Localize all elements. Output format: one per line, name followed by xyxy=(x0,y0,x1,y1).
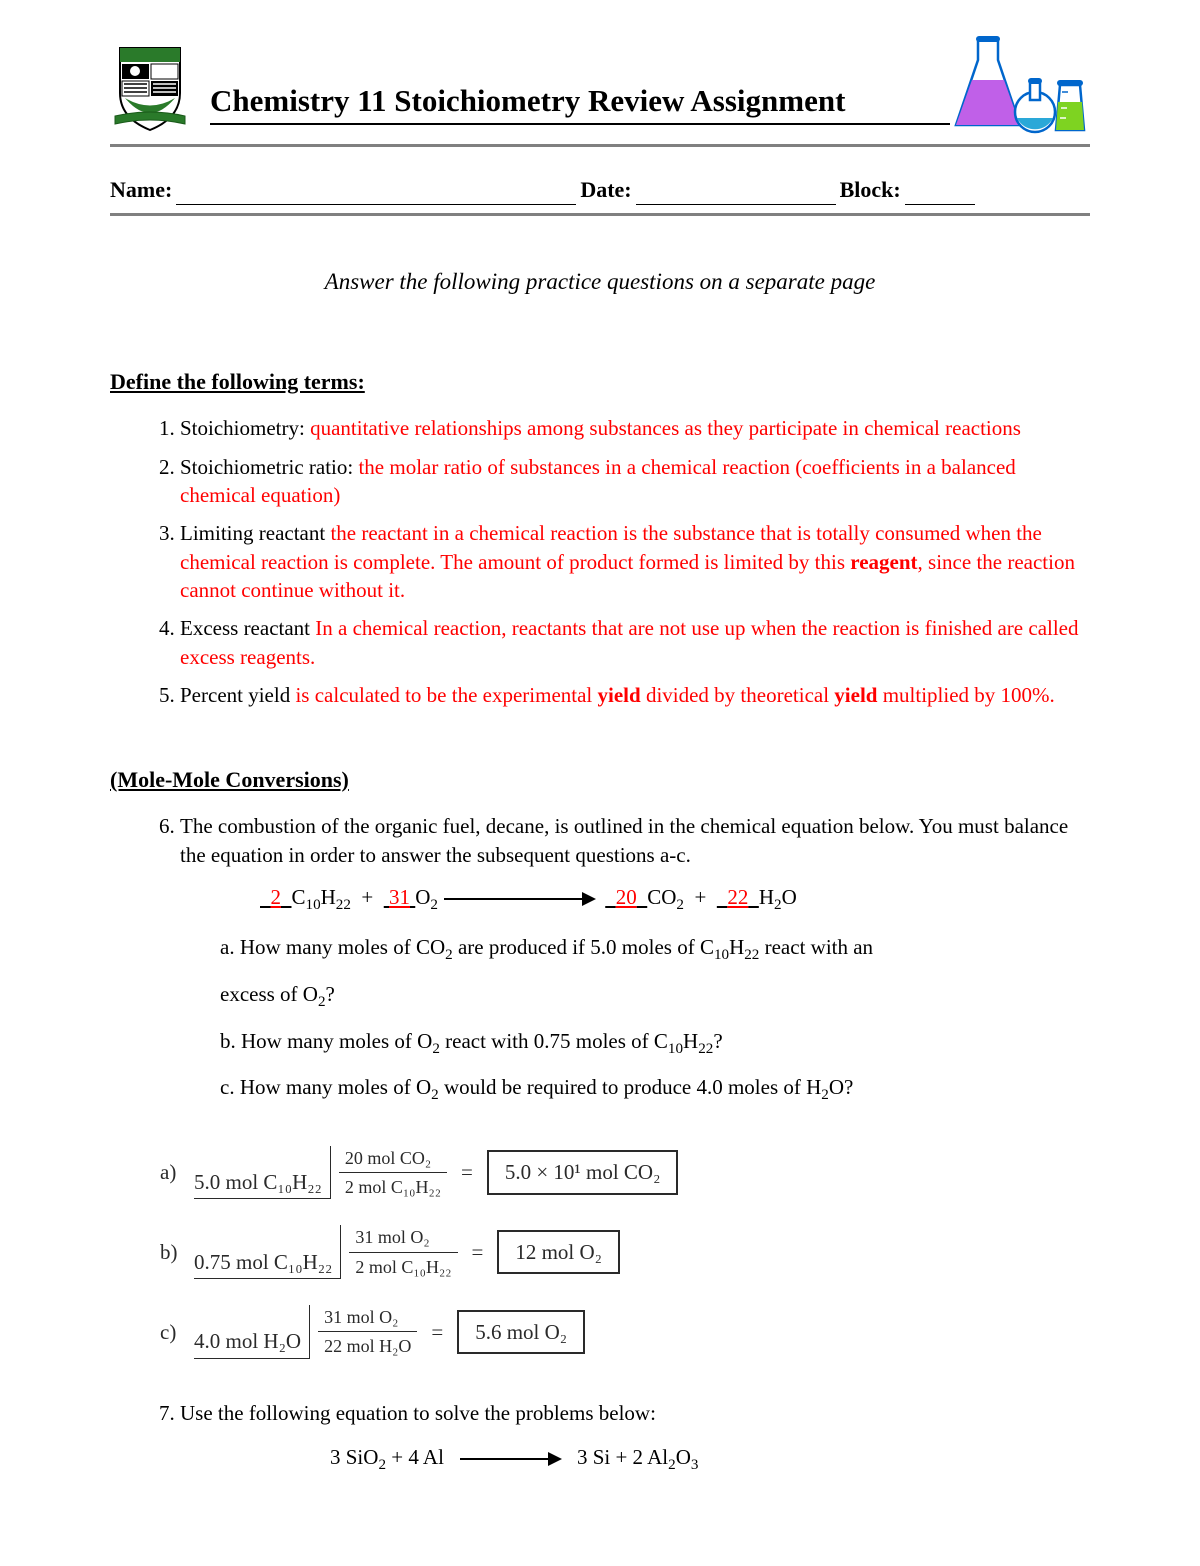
answer-box: 5.0 × 10¹ mol CO₂ xyxy=(487,1150,679,1194)
page-title: Chemistry 11 Stoichiometry Review Assign… xyxy=(210,45,950,126)
question-list: The combustion of the organic fuel, deca… xyxy=(180,812,1090,1106)
q6c: c. How many moles of O2 would be require… xyxy=(220,1073,1090,1106)
dimensional-analysis: 5.0 mol C₁₀H₂₂ 20 mol CO₂ 2 mol C₁₀H₂₂ xyxy=(194,1146,447,1200)
hw-row-a: a) 5.0 mol C₁₀H₂₂ 20 mol CO₂ 2 mol C₁₀H₂… xyxy=(160,1146,1090,1200)
q6a-cont: excess of O2? xyxy=(220,980,1090,1013)
date-label: Date: xyxy=(580,175,631,205)
q7: Use the following equation to solve the … xyxy=(180,1399,1090,1476)
question-list-2: Use the following equation to solve the … xyxy=(180,1399,1090,1476)
page-header: Chemistry 11 Stoichiometry Review Assign… xyxy=(110,30,1090,147)
dimensional-analysis: 0.75 mol C₁₀H₂₂ 31 mol O₂ 2 mol C₁₀H₂₂ xyxy=(194,1225,458,1279)
term: Excess reactant xyxy=(180,616,310,640)
q6b: b. How many moles of O2 react with 0.75 … xyxy=(220,1027,1090,1060)
definitions-list: Stoichiometry: quantitative relationship… xyxy=(180,414,1080,709)
answer-box: 12 mol O₂ xyxy=(497,1230,620,1274)
answer: quantitative relationships among substan… xyxy=(310,416,1021,440)
q7-text: Use the following equation to solve the … xyxy=(180,1401,656,1425)
block-line xyxy=(905,204,975,205)
name-line xyxy=(176,204,576,205)
answer: In a chemical reaction, reactants that a… xyxy=(180,616,1079,668)
q7-equation: 3 SiO2 + 4 Al 3 Si + 2 Al2O3 xyxy=(330,1443,1090,1476)
answer: is calculated to be the experimental yie… xyxy=(295,683,1054,707)
q6: The combustion of the organic fuel, deca… xyxy=(180,812,1090,1106)
handwritten-work: a) 5.0 mol C₁₀H₂₂ 20 mol CO₂ 2 mol C₁₀H₂… xyxy=(160,1146,1090,1359)
term: Limiting reactant xyxy=(180,521,325,545)
define-heading: Define the following terms: xyxy=(110,367,1090,397)
block-label: Block: xyxy=(840,175,901,205)
def-item: Percent yield is calculated to be the ex… xyxy=(180,681,1080,709)
mole-heading: (Mole-Mole Conversions) xyxy=(110,765,1090,795)
arrow-icon xyxy=(460,1458,560,1461)
def-item: Stoichiometric ratio: the molar ratio of… xyxy=(180,453,1080,510)
term: Stoichiometric ratio: xyxy=(180,455,353,479)
school-crest-icon xyxy=(110,38,190,133)
dimensional-analysis: 4.0 mol H₂O 31 mol O₂ 22 mol H₂O xyxy=(194,1305,417,1359)
info-row: Name: Date: Block: xyxy=(110,175,1090,205)
def-item: Limiting reactant the reactant in a chem… xyxy=(180,519,1080,604)
instruction-text: Answer the following practice questions … xyxy=(110,266,1090,297)
divider xyxy=(110,213,1090,216)
def-item: Excess reactant In a chemical reaction, … xyxy=(180,614,1080,671)
flask-icon xyxy=(950,30,1090,140)
q6-equation: 2 C10H22 + 31 O2 20 CO2 + 22 H2O xyxy=(260,883,1090,916)
arrow-icon xyxy=(444,898,594,901)
def-item: Stoichiometry: quantitative relationship… xyxy=(180,414,1080,442)
hw-row-c: c) 4.0 mol H₂O 31 mol O₂ 22 mol H₂O = 5.… xyxy=(160,1305,1090,1359)
q6-text: The combustion of the organic fuel, deca… xyxy=(180,814,1068,866)
term: Percent yield xyxy=(180,683,290,707)
q6a: a. How many moles of CO2 are produced if… xyxy=(220,933,1090,966)
name-label: Name: xyxy=(110,175,172,205)
answer-box: 5.6 mol O₂ xyxy=(457,1310,585,1354)
hw-row-b: b) 0.75 mol C₁₀H₂₂ 31 mol O₂ 2 mol C₁₀H₂… xyxy=(160,1225,1090,1279)
date-line xyxy=(636,204,836,205)
term: Stoichiometry: xyxy=(180,416,305,440)
